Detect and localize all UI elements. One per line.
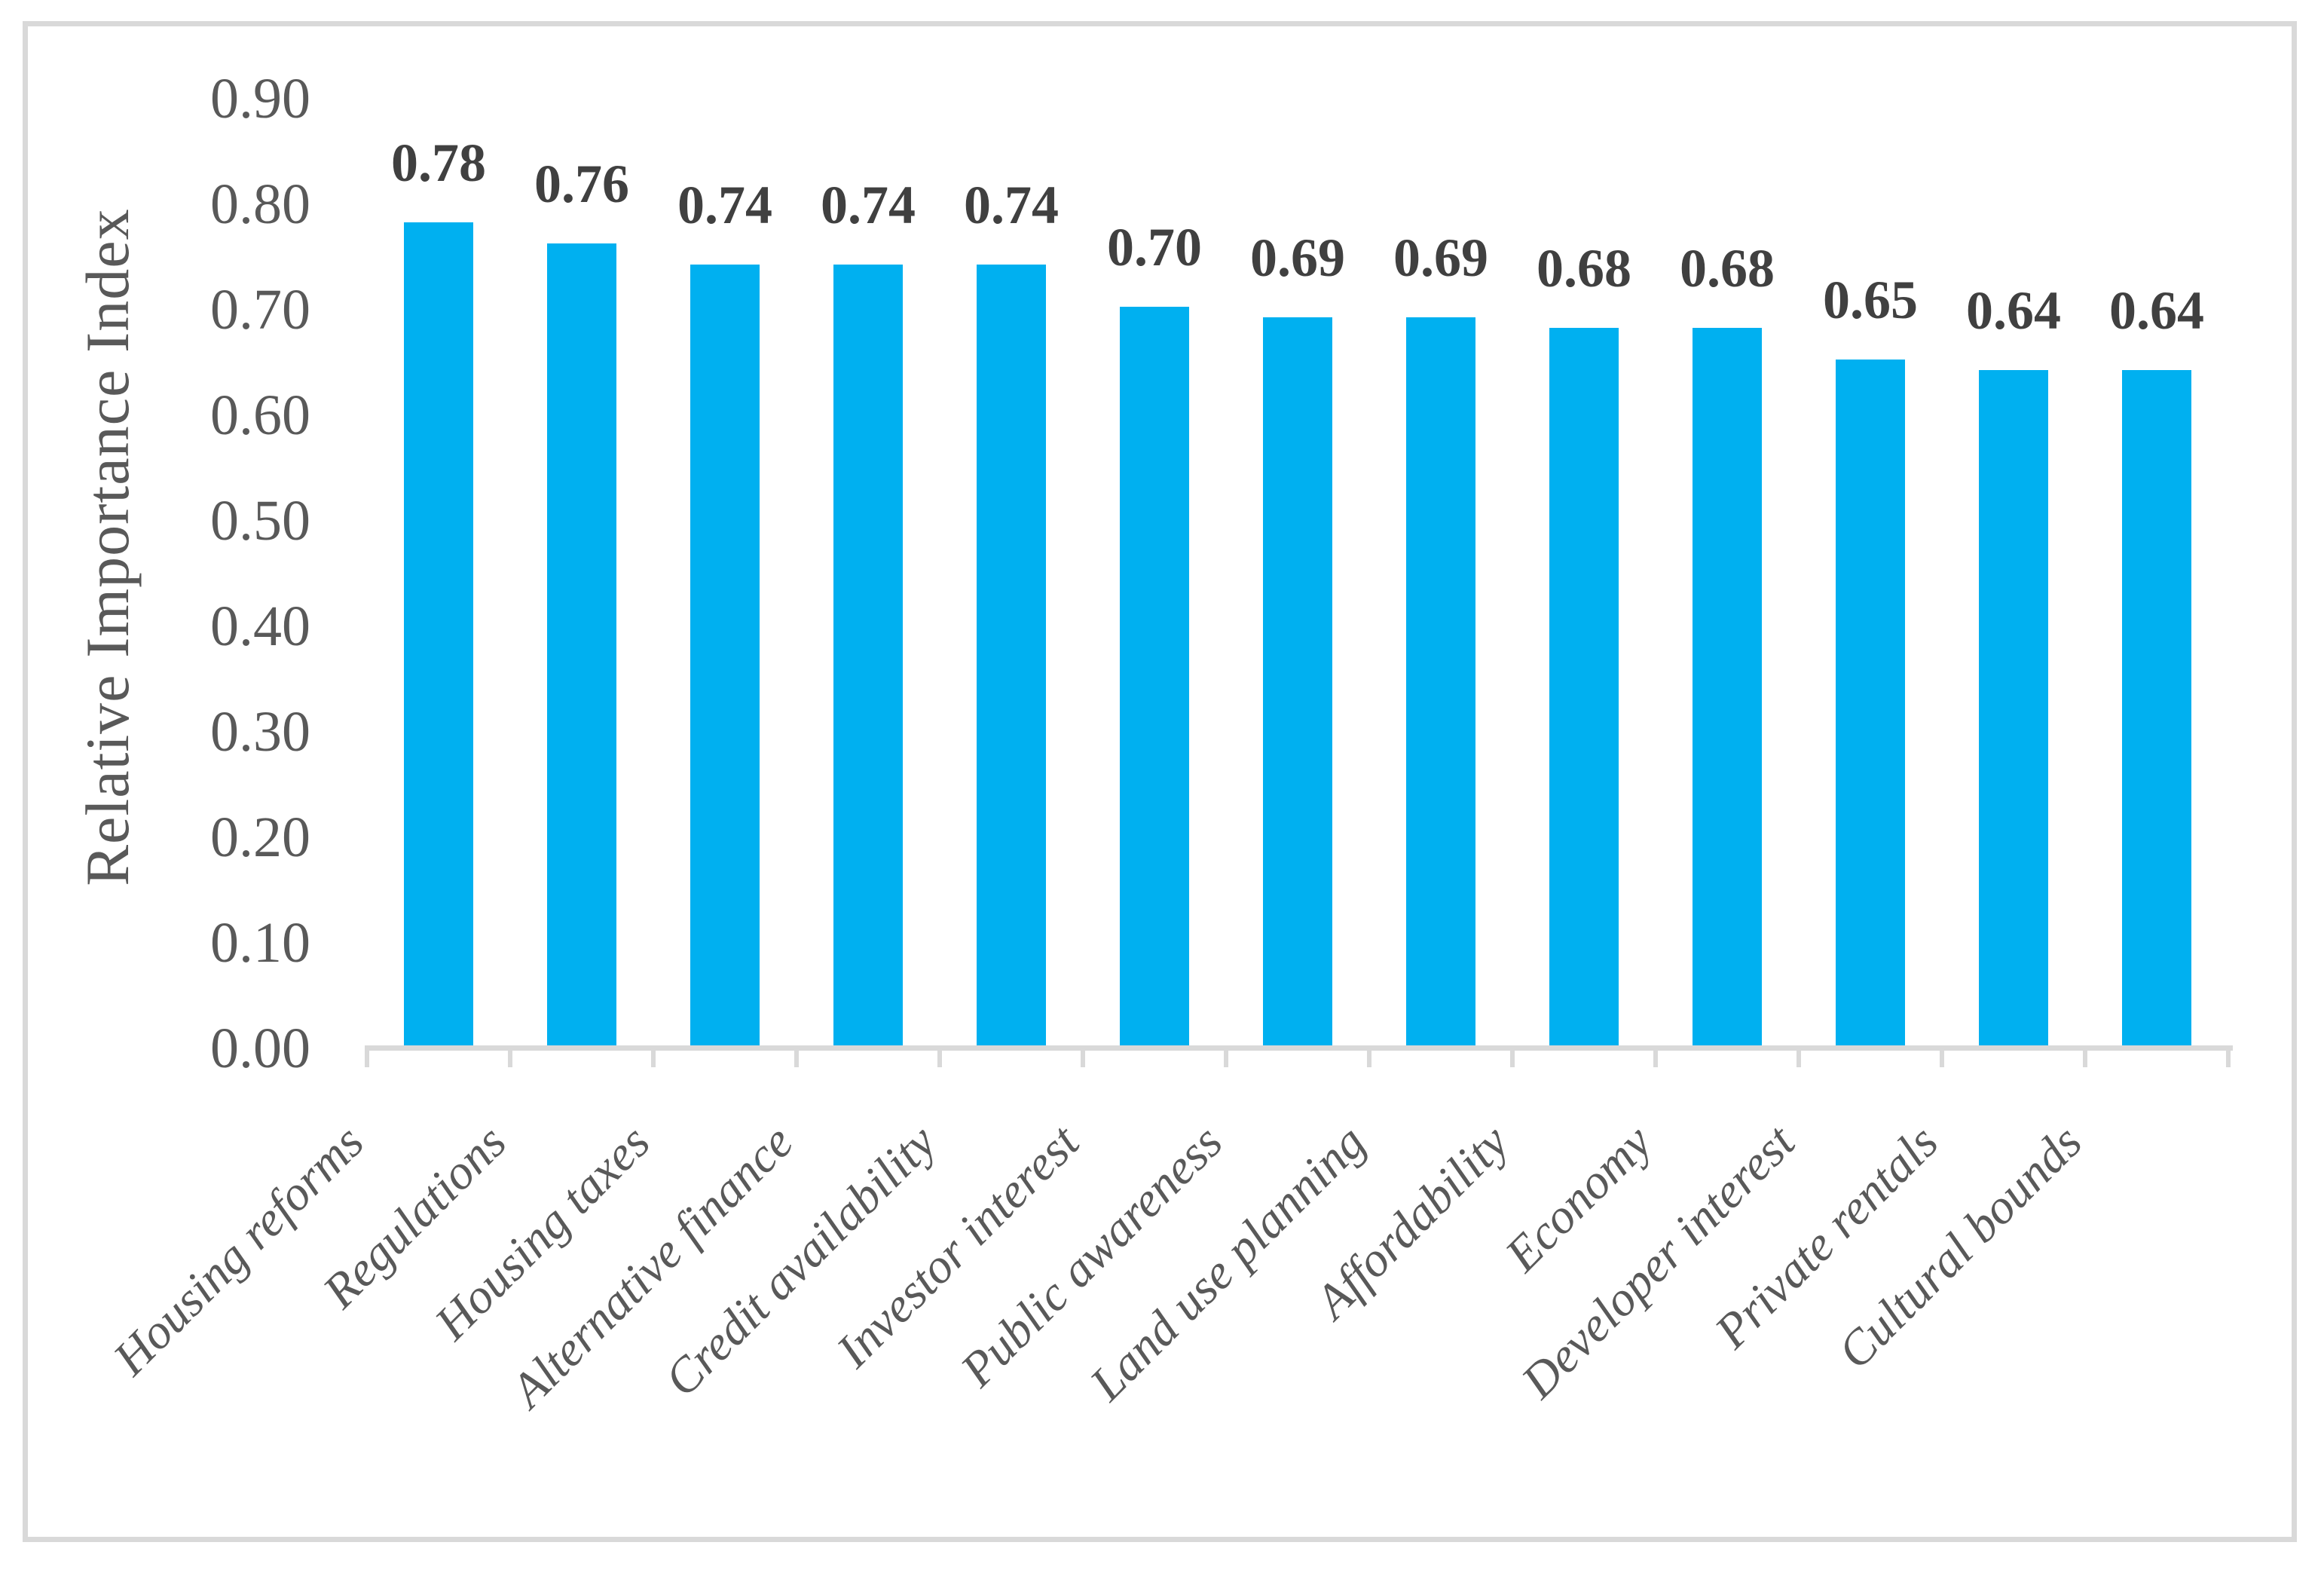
- bar-alternative-finance: [833, 265, 903, 1045]
- x-axis-tick: [1940, 1045, 1944, 1067]
- x-axis-tick: [1510, 1045, 1515, 1067]
- bar-credit-availability: [977, 265, 1046, 1045]
- y-tick-label: 0.10: [210, 911, 310, 975]
- bar-affordability: [1549, 328, 1619, 1045]
- bar-housing-reforms: [404, 222, 473, 1045]
- bar-value-label: 0.68: [1680, 238, 1775, 298]
- bar-value-label: 0.65: [1823, 270, 1918, 330]
- y-tick-label: 0.70: [210, 278, 310, 341]
- bar-private-rentals: [1979, 370, 2048, 1045]
- bar-cultural-bounds: [2122, 370, 2191, 1045]
- x-axis-tick: [1081, 1045, 1085, 1067]
- x-axis-tick: [794, 1045, 799, 1067]
- y-tick-label: 0.60: [210, 384, 310, 447]
- x-axis-tick: [651, 1045, 656, 1067]
- x-axis-line: [367, 1045, 2233, 1051]
- x-axis-tick: [365, 1045, 369, 1067]
- bar-land-use-planning: [1406, 317, 1475, 1045]
- y-tick-label: 0.50: [210, 489, 310, 552]
- bar-value-label: 0.74: [677, 175, 772, 235]
- y-tick-label: 0.20: [210, 806, 310, 869]
- bar-developer-interest: [1836, 360, 1905, 1045]
- bar-value-label: 0.76: [534, 154, 629, 214]
- bar-investor-interest: [1120, 307, 1189, 1045]
- y-tick-label: 0.90: [210, 67, 310, 130]
- bar-public-awareness: [1263, 317, 1332, 1045]
- bar-value-label: 0.78: [391, 133, 486, 193]
- bar-value-label: 0.74: [821, 175, 916, 235]
- y-tick-label: 0.40: [210, 595, 310, 658]
- y-tick-label: 0.80: [210, 173, 310, 236]
- x-axis-tick: [2083, 1045, 2087, 1067]
- bar-value-label: 0.68: [1537, 238, 1631, 298]
- x-axis-tick: [1224, 1045, 1228, 1067]
- x-axis-tick: [937, 1045, 942, 1067]
- x-axis-tick: [1653, 1045, 1658, 1067]
- bar-economy: [1693, 328, 1762, 1045]
- x-axis-tick: [508, 1045, 512, 1067]
- bar-value-label: 0.69: [1250, 228, 1345, 288]
- y-tick-label: 0.30: [210, 700, 310, 764]
- bar-value-label: 0.69: [1393, 228, 1488, 288]
- bar-value-label: 0.64: [2109, 280, 2204, 341]
- x-axis-tick: [1367, 1045, 1371, 1067]
- bar-value-label: 0.64: [1966, 280, 2061, 341]
- bar-value-label: 0.70: [1107, 217, 1202, 277]
- bar-regulations: [547, 243, 616, 1045]
- y-tick-label: 0.00: [210, 1017, 310, 1080]
- bar-housing-taxes: [690, 265, 760, 1045]
- bar-value-label: 0.74: [964, 175, 1059, 235]
- x-axis-tick: [1797, 1045, 1801, 1067]
- x-axis-tick: [2226, 1045, 2231, 1067]
